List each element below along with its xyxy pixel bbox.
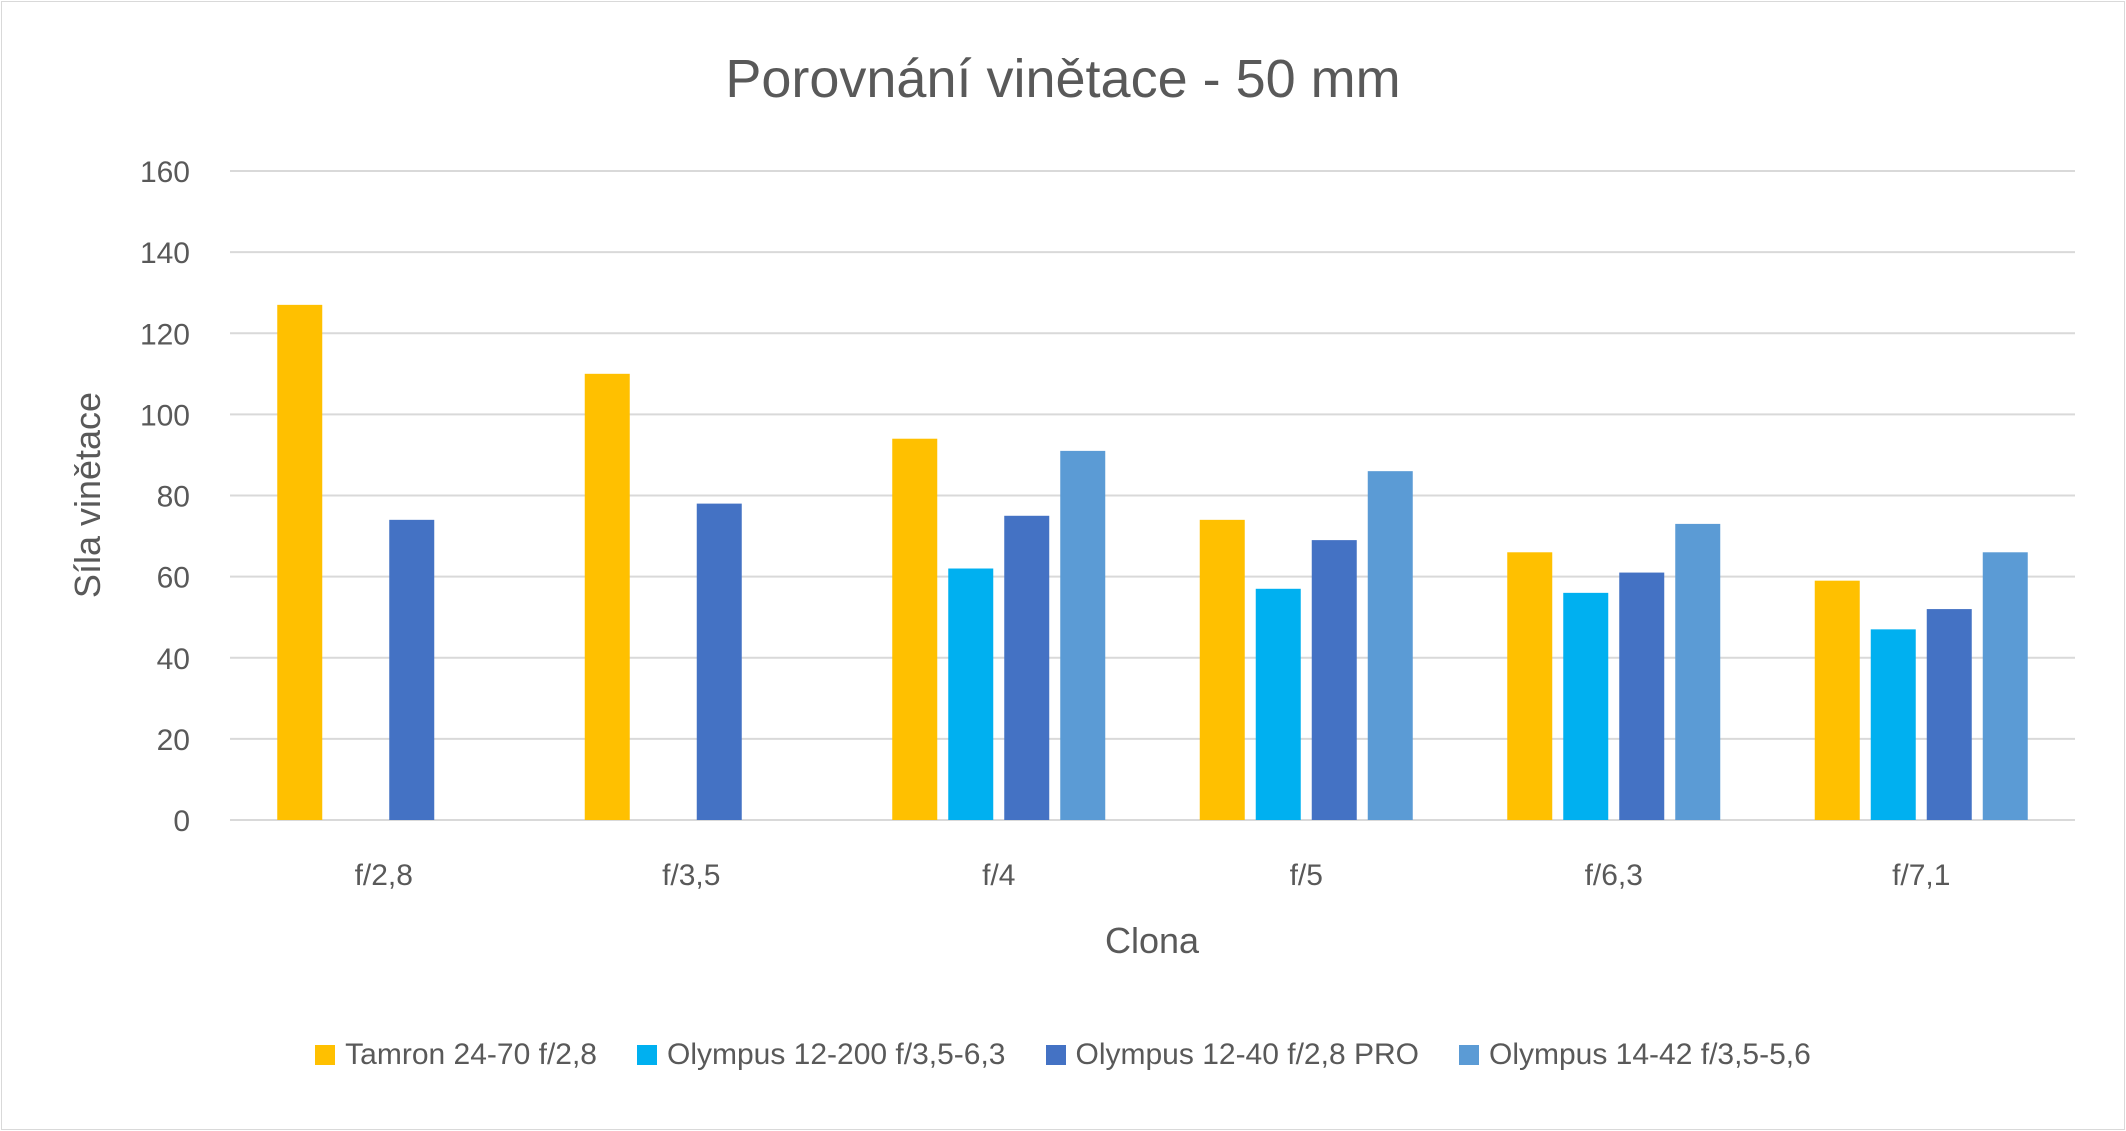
y-tick-label: 80 [157, 481, 190, 514]
y-tick-label: 20 [157, 724, 190, 757]
bar [1255, 588, 1301, 820]
bar [1675, 523, 1721, 820]
bar [277, 304, 323, 820]
x-tick-label: f/2,8 [355, 859, 413, 892]
bar [1060, 450, 1106, 820]
bar [1982, 552, 2028, 820]
legend-swatch [315, 1045, 336, 1065]
x-tick-label: f/4 [982, 859, 1015, 892]
x-tick-label: f/7,1 [1892, 859, 1950, 892]
y-tick-label: 120 [140, 318, 190, 351]
y-tick-label: 100 [140, 399, 190, 432]
legend-swatch [1458, 1045, 1479, 1065]
legend-label: Olympus 14-42 f/3,5-5,6 [1488, 1038, 1811, 1071]
bar [1199, 519, 1245, 820]
bar [1814, 580, 1860, 820]
chart-title: Porovnání vinětace - 50 mm [725, 49, 1400, 109]
y-axis-label: Síla vinětace [67, 392, 108, 598]
bar [1563, 592, 1609, 820]
legend-swatch [636, 1045, 657, 1065]
y-tick-label: 160 [140, 156, 190, 189]
bar [892, 438, 938, 820]
legend: Tamron 24-70 f/2,8 Olympus 12-200 f/3,5-6… [0, 1038, 2126, 1072]
bar [1619, 572, 1665, 820]
x-tick-label: f/3,5 [662, 859, 720, 892]
bar [1870, 629, 1916, 820]
legend-item: Olympus 12-40 f/2,8 PRO [1045, 1038, 1419, 1072]
legend-item: Olympus 12-200 f/3,5-6,3 [636, 1038, 1006, 1072]
legend-item: Tamron 24-70 f/2,8 [315, 1038, 597, 1072]
y-tick-label: 140 [140, 237, 190, 270]
legend-label: Olympus 12-40 f/2,8 PRO [1075, 1038, 1419, 1071]
bar [1004, 515, 1050, 820]
x-tick-label: f/5 [1290, 859, 1323, 892]
x-axis-label: Clona [1105, 920, 1200, 961]
y-tick-label: 60 [157, 562, 190, 595]
y-tick-label: 40 [157, 643, 190, 676]
bar [1311, 540, 1357, 820]
bar [696, 503, 742, 820]
bar [948, 568, 994, 820]
legend-label: Tamron 24-70 f/2,8 [345, 1038, 597, 1071]
legend-swatch [1045, 1045, 1066, 1065]
x-tick-label: f/6,3 [1585, 859, 1643, 892]
y-tick-label: 0 [173, 805, 190, 838]
bar [389, 519, 435, 820]
bar [584, 373, 630, 820]
legend-label: Olympus 12-200 f/3,5-6,3 [666, 1038, 1006, 1071]
bar [1926, 609, 1972, 820]
bar [1367, 471, 1413, 820]
legend-item: Olympus 14-42 f/3,5-5,6 [1458, 1038, 1811, 1072]
bar [1507, 552, 1553, 820]
